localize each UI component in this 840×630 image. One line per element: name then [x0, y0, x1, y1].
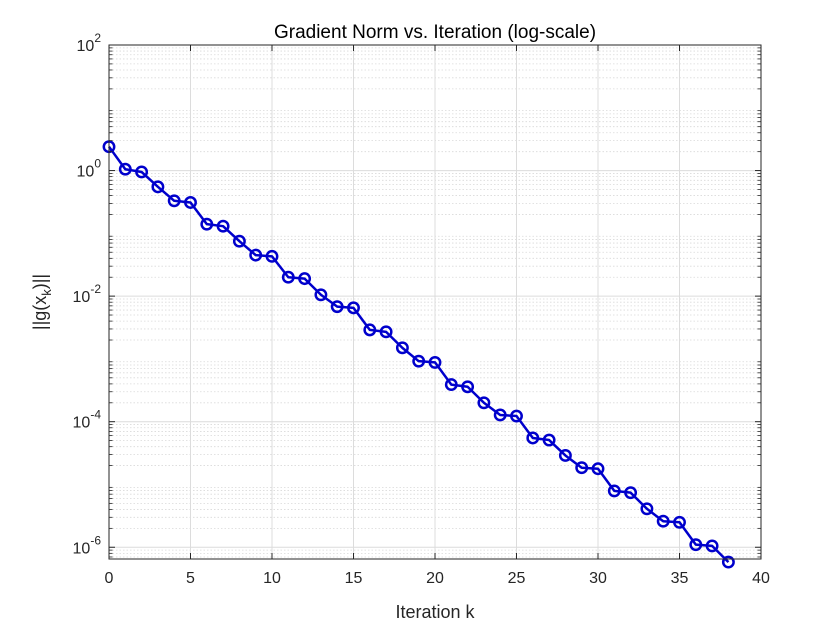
data-point — [118, 162, 132, 176]
y-tick-label-exponent: -4 — [90, 408, 101, 422]
data-point — [721, 555, 735, 569]
data-point — [347, 301, 360, 315]
x-tick-label: 15 — [345, 570, 363, 587]
data-point — [493, 408, 507, 422]
data-point — [200, 217, 214, 231]
data-point — [591, 462, 605, 476]
x-tick-label: 35 — [671, 570, 689, 587]
x-tick-label: 40 — [752, 570, 770, 587]
data-point — [412, 354, 426, 368]
data-point — [477, 396, 491, 410]
data-point — [640, 502, 654, 516]
y-axis-label-subscript: k — [39, 289, 54, 296]
data-point — [330, 300, 344, 314]
y-tick-label-base: 10 — [73, 289, 91, 306]
y-tick-label-exponent: -2 — [90, 282, 101, 296]
y-tick-label-base: 10 — [73, 540, 91, 557]
data-point — [395, 341, 409, 355]
data-point — [151, 180, 165, 194]
y-tick-label: 10-2 — [73, 282, 102, 306]
data-point — [656, 514, 670, 528]
axis-ticks — [108, 44, 762, 559]
x-tick-label: 25 — [508, 570, 526, 587]
chart-title: Gradient Norm vs. Iteration (log-scale) — [274, 22, 596, 43]
y-tick-label-exponent: 0 — [94, 157, 101, 171]
data-point — [558, 448, 572, 462]
y-tick-label: 10-6 — [73, 533, 102, 557]
x-axis-label: Iteration k — [395, 602, 475, 622]
data-point — [510, 409, 523, 423]
data-point — [281, 270, 295, 284]
data-point — [232, 234, 246, 248]
y-tick-label-base: 10 — [77, 38, 95, 55]
data-point — [135, 165, 149, 179]
series — [102, 140, 735, 569]
data-point — [216, 219, 230, 233]
data-point — [314, 288, 328, 302]
x-tick-label: 0 — [105, 570, 114, 587]
data-point — [542, 433, 556, 447]
data-point — [689, 538, 703, 552]
data-point — [249, 248, 263, 262]
data-point — [526, 431, 540, 445]
data-point — [167, 194, 181, 208]
data-point — [428, 355, 442, 369]
x-tick-label: 30 — [589, 570, 607, 587]
data-point — [607, 484, 621, 498]
y-tick-label: 100 — [77, 157, 102, 181]
y-tick-label: 10-4 — [73, 408, 102, 432]
data-point — [461, 380, 475, 394]
x-tick-label: 20 — [426, 570, 444, 587]
x-tick-label: 5 — [186, 570, 195, 587]
y-tick-label-exponent: 2 — [94, 31, 101, 45]
x-tick-label: 10 — [263, 570, 281, 587]
y-tick-label: 102 — [77, 31, 102, 55]
x-tick-labels: 0 5 10 15 20 25 30 35 40 — [105, 570, 770, 587]
data-point — [575, 461, 589, 475]
y-axis-label: ||g(xk)|| — [30, 274, 54, 330]
data-point — [184, 196, 197, 209]
y-tick-label-base: 10 — [77, 164, 95, 181]
data-point — [265, 249, 279, 263]
data-point — [363, 323, 377, 337]
data-point — [624, 486, 638, 500]
y-tick-label-exponent: -6 — [90, 533, 101, 547]
data-point — [444, 378, 458, 392]
data-point — [673, 515, 686, 529]
y-tick-label-base: 10 — [73, 415, 91, 432]
data-point — [298, 272, 312, 286]
data-point — [705, 539, 719, 553]
y-axis-label-main: ||g(x — [30, 296, 50, 330]
data-point — [379, 325, 393, 339]
y-axis-label-close: )|| — [30, 274, 50, 289]
